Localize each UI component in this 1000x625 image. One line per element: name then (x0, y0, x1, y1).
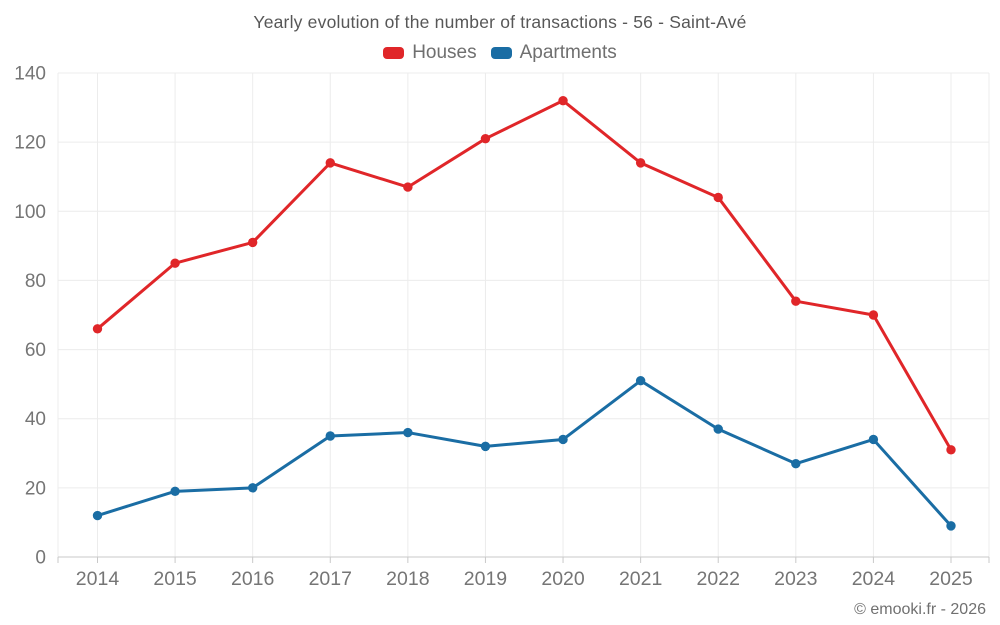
legend: Houses Apartments (0, 42, 1000, 64)
houses-point-2015[interactable] (170, 258, 180, 268)
houses-point-2017[interactable] (325, 158, 335, 168)
houses-point-2025[interactable] (946, 445, 956, 455)
apartments-point-2021[interactable] (635, 375, 646, 386)
chart-title: Yearly evolution of the number of transa… (253, 12, 747, 32)
apartments-point-2019[interactable] (480, 441, 491, 452)
apartments-point-2018[interactable] (403, 427, 413, 438)
apartments-point-2017[interactable] (325, 431, 335, 441)
y-axis-labels: 0 20 40 60 80 100 120 140 (14, 64, 46, 569)
apartments-point-2020[interactable] (558, 434, 568, 445)
apartments-point-2024[interactable] (868, 434, 879, 445)
x-axis-labels: 2014 2015 2016 2017 2018 2019 2020 2021 2022 2023… (76, 568, 973, 590)
houses-point-2022[interactable] (713, 192, 723, 203)
x-axis-ticks (57, 557, 990, 563)
apartments-point-2016[interactable] (247, 483, 258, 493)
houses-point-2020[interactable] (558, 95, 568, 106)
x-axis-tick-label: 2016 (231, 568, 274, 590)
x-axis-tick-label: 2021 (619, 568, 662, 590)
houses-point-2018[interactable] (403, 182, 413, 192)
x-axis-tick-label: 2019 (464, 568, 507, 590)
copyright-attribution: © emooki.fr - 2026 (854, 601, 986, 618)
y-axis-tick-label: 60 (25, 340, 46, 361)
houses-point-2019[interactable] (480, 133, 491, 144)
vertical-gridlines (57, 73, 990, 557)
apartments-point-2023[interactable] (791, 458, 801, 469)
houses-line (96, 99, 953, 452)
y-axis-tick-label: 0 (35, 548, 46, 569)
apartments-point-2015[interactable] (170, 486, 180, 497)
apartments-legend-label: Apartments (519, 42, 617, 63)
houses-legend-label: Houses (412, 42, 477, 63)
y-axis-tick-label: 120 (14, 133, 46, 154)
legend-item-apartments[interactable]: Apartments (490, 42, 617, 64)
x-axis-tick-label: 2017 (309, 568, 352, 590)
houses-legend-swatch (383, 47, 405, 59)
x-axis-tick-label: 2024 (852, 568, 896, 590)
horizontal-gridlines (58, 72, 989, 558)
y-axis-tick-label: 40 (25, 409, 46, 430)
y-axis-tick-label: 80 (25, 271, 46, 292)
houses-point-2023[interactable] (791, 296, 801, 306)
houses-series (92, 95, 956, 455)
apartments-point-2014[interactable] (92, 510, 103, 521)
x-axis-tick-label: 2025 (929, 568, 973, 590)
x-axis-tick-label: 2022 (697, 568, 740, 590)
legend-item-houses[interactable]: Houses (383, 42, 477, 64)
x-axis-tick-label: 2023 (774, 568, 817, 590)
x-axis-tick-label: 2020 (541, 568, 585, 590)
apartments-point-2025[interactable] (946, 521, 956, 531)
houses-point-2016[interactable] (247, 237, 258, 248)
x-axis-tick-label: 2014 (76, 568, 120, 590)
apartments-point-2022[interactable] (713, 424, 723, 434)
houses-point-2024[interactable] (868, 310, 879, 320)
apartments-line (96, 379, 953, 528)
y-axis-tick-label: 100 (14, 202, 46, 223)
apartments-series (92, 375, 956, 531)
y-axis-tick-label: 140 (14, 64, 46, 85)
apartments-legend-swatch (490, 47, 512, 59)
houses-point-2014[interactable] (92, 324, 103, 334)
houses-point-2021[interactable] (635, 158, 646, 168)
x-axis-tick-label: 2015 (153, 568, 197, 590)
x-axis-tick-label: 2018 (386, 568, 429, 590)
y-axis-tick-label: 20 (25, 478, 46, 499)
